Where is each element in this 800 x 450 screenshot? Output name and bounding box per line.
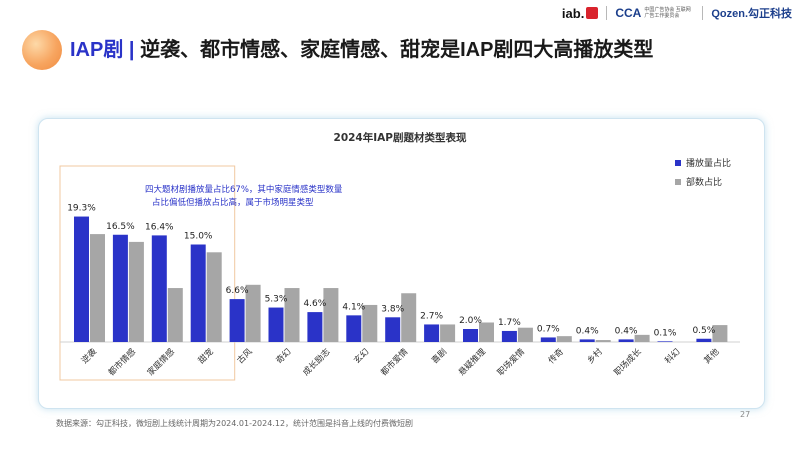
data-label: 0.4% (615, 326, 638, 336)
bar-play-share (540, 337, 556, 342)
bar-play-share (618, 339, 634, 342)
data-label: 3.8% (381, 304, 404, 314)
data-label: 2.0% (459, 316, 482, 326)
x-tick-label: 逆袭 (79, 346, 99, 366)
data-label: 5.3% (265, 295, 288, 305)
x-tick-label: 其他 (702, 346, 722, 366)
iab-logo-mark (586, 7, 599, 19)
x-tick-label: 古风 (235, 346, 255, 366)
data-label: 2.7% (420, 311, 443, 321)
x-tick-label: 职场爱情 (495, 346, 527, 378)
cca-logo-text: CCA (615, 6, 642, 20)
data-label: 6.6% (226, 286, 249, 296)
legend-swatch-count-share (675, 179, 681, 185)
data-label: 0.5% (692, 326, 715, 336)
legend-swatch-play-share (675, 160, 681, 166)
iab-logo-text: iab. (561, 5, 585, 21)
cca-logo: CCA 中国广告协会 互联网广告工作委员会 (615, 6, 694, 20)
data-label: 16.5% (106, 222, 135, 232)
data-label: 0.1% (654, 328, 677, 338)
logo-divider (702, 6, 704, 20)
bar-play-share (268, 307, 284, 342)
bar-count-share (167, 288, 183, 342)
bar-count-share (362, 304, 378, 342)
x-tick-label: 传奇 (546, 346, 566, 366)
highlight-frame (59, 165, 236, 381)
page-title-highlight: IAP剧 (70, 39, 124, 61)
bar-count-share (595, 340, 611, 342)
data-label: 16.4% (145, 222, 174, 232)
legend-label-play-share: 播放量占比 (686, 157, 731, 169)
bar-play-share (190, 244, 206, 342)
x-tick-label: 喜剧 (429, 346, 449, 366)
cca-logo-subtitle: 中国广告协会 互联网广告工作委员会 (644, 7, 691, 19)
bar-play-share (346, 315, 362, 342)
data-label: 4.6% (303, 299, 326, 309)
bar-count-share (284, 288, 300, 342)
partner-logos: iab. CCA 中国广告协会 互联网广告工作委员会 Qozen.勾正科技 (562, 4, 792, 22)
data-label: 19.3% (67, 204, 96, 214)
page-title-divider: | (128, 39, 135, 61)
annotation-line-2: 占比偏低但播放占比高，属于市场明星类型 (152, 197, 314, 208)
page-title: IAP剧 | 逆袭、都市情感、家庭情感、甜宠是IAP剧四大高播放类型 (70, 34, 653, 66)
data-label: 0.4% (576, 326, 599, 336)
bar-play-share (463, 329, 478, 342)
bar-count-share (634, 334, 650, 342)
page-title-text: 逆袭、都市情感、家庭情感、甜宠是IAP剧四大高播放类型 (140, 39, 654, 61)
bar-play-share (229, 299, 245, 342)
x-tick-label: 都市爱情 (378, 346, 410, 378)
bar-play-share (151, 235, 167, 342)
bar-count-share (245, 284, 261, 342)
data-label: 1.7% (498, 318, 521, 328)
title-accent-circle (22, 30, 62, 70)
legend-label-count-share: 部数占比 (686, 176, 722, 188)
ozen-logo: Qozen.勾正科技 (711, 8, 792, 20)
bar-play-share (657, 341, 673, 342)
bar-count-share (401, 293, 417, 342)
x-tick-label: 成长励志 (301, 346, 333, 378)
bar-play-share (385, 317, 401, 342)
bar-play-share (501, 330, 517, 342)
bar-play-share (307, 312, 323, 342)
bar-play-share (424, 324, 440, 342)
x-tick-label: 玄幻 (352, 346, 372, 366)
bar-count-share (712, 325, 728, 342)
x-tick-label: 职场成长 (612, 346, 644, 378)
x-tick-label: 奇幻 (274, 346, 294, 366)
chart-title: 2024年IAP剧题材类型表现 (334, 131, 467, 144)
bar-play-share (696, 338, 712, 342)
page-number: 27 (740, 410, 751, 419)
x-tick-label: 家庭情感 (145, 346, 177, 378)
bar-play-share (579, 339, 595, 342)
x-tick-label: 甜宠 (196, 346, 216, 366)
annotation-line-1: 四大题材剧播放量占比67%，其中家庭情感类型数量 (145, 184, 343, 195)
bar-count-share (128, 241, 144, 342)
x-tick-label: 科幻 (663, 346, 683, 366)
bar-play-share (112, 234, 128, 342)
data-label: 15.0% (184, 232, 213, 242)
bar-count-share (517, 327, 533, 342)
data-label: 0.7% (537, 324, 560, 334)
bar-play-share (74, 216, 89, 342)
iab-logo: iab. (561, 5, 599, 21)
bar-count-share (556, 336, 572, 342)
logo-divider (606, 6, 608, 20)
bar-count-share (206, 252, 222, 342)
bar-count-share (440, 324, 456, 342)
x-tick-label: 悬疑推理 (456, 346, 488, 378)
bar-count-share (90, 234, 105, 342)
x-tick-label: 乡村 (585, 346, 605, 366)
data-label: 4.1% (342, 302, 365, 312)
data-source-note: 数据来源：勾正科技，微短剧上线统计周期为2024.01-2024.12，统计范围… (56, 419, 414, 428)
bar-count-share (323, 288, 339, 342)
bar-count-share (479, 322, 494, 342)
x-tick-label: 都市情感 (106, 346, 138, 378)
